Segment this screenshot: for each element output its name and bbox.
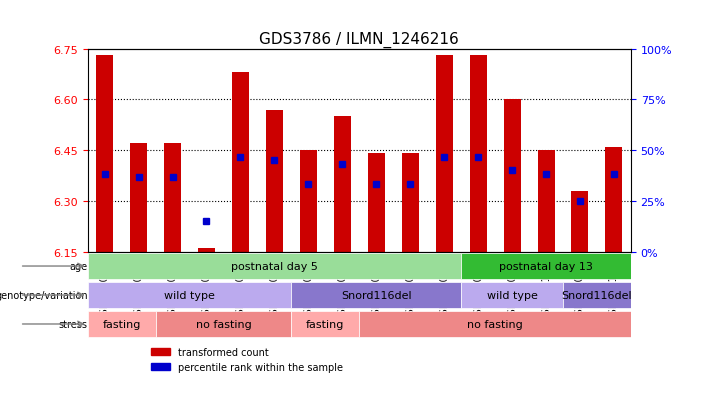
FancyBboxPatch shape <box>292 282 461 309</box>
Text: Snord116del: Snord116del <box>341 290 411 300</box>
FancyBboxPatch shape <box>156 311 292 337</box>
Text: fasting: fasting <box>306 319 344 329</box>
Text: Snord116del: Snord116del <box>562 290 632 300</box>
FancyBboxPatch shape <box>88 282 292 309</box>
Bar <box>606 147 622 252</box>
Bar <box>402 154 418 252</box>
Text: postnatal day 5: postnatal day 5 <box>231 261 318 271</box>
Bar <box>503 100 521 252</box>
Bar <box>232 73 249 252</box>
Text: postnatal day 13: postnatal day 13 <box>499 261 593 271</box>
FancyBboxPatch shape <box>359 311 631 337</box>
FancyBboxPatch shape <box>88 254 461 280</box>
Bar <box>266 110 283 252</box>
Bar <box>164 144 181 252</box>
FancyBboxPatch shape <box>461 282 563 309</box>
Text: genotype/variation: genotype/variation <box>0 290 88 300</box>
Text: no fasting: no fasting <box>196 319 252 329</box>
FancyBboxPatch shape <box>292 311 359 337</box>
Text: no fasting: no fasting <box>467 319 523 329</box>
Bar <box>96 56 113 252</box>
Text: stress: stress <box>59 319 88 329</box>
Bar <box>435 56 453 252</box>
Text: age: age <box>69 261 88 271</box>
FancyBboxPatch shape <box>563 282 631 309</box>
Text: fasting: fasting <box>102 319 141 329</box>
Bar <box>334 117 350 252</box>
Bar <box>198 249 215 252</box>
Legend: transformed count, percentile rank within the sample: transformed count, percentile rank withi… <box>147 344 347 376</box>
Bar <box>130 144 147 252</box>
Bar <box>470 56 486 252</box>
Title: GDS3786 / ILMN_1246216: GDS3786 / ILMN_1246216 <box>259 32 459 48</box>
Bar <box>538 151 554 252</box>
Bar <box>368 154 385 252</box>
FancyBboxPatch shape <box>461 254 631 280</box>
Text: wild type: wild type <box>486 290 538 300</box>
Text: wild type: wild type <box>164 290 215 300</box>
Bar <box>300 151 317 252</box>
FancyBboxPatch shape <box>88 311 156 337</box>
Bar <box>571 191 588 252</box>
